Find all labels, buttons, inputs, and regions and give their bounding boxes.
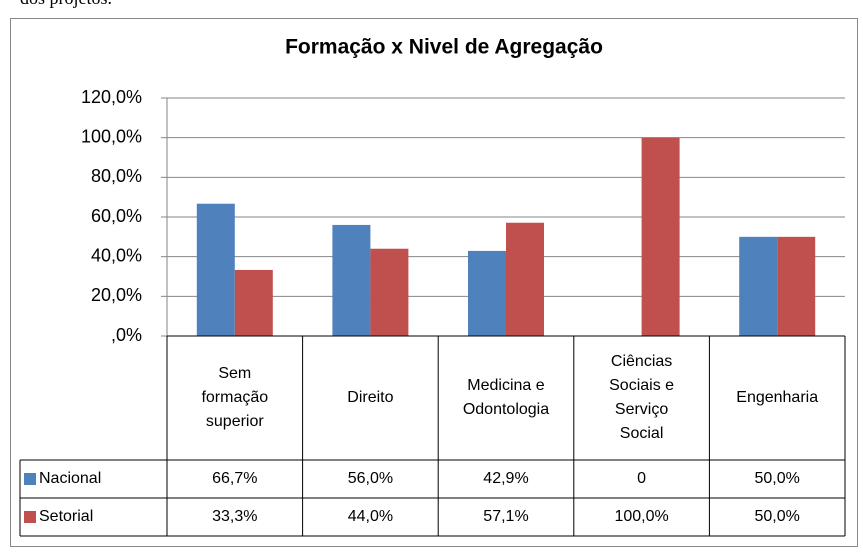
bar bbox=[234, 269, 273, 336]
bar bbox=[196, 203, 235, 336]
bar bbox=[468, 250, 506, 336]
bar bbox=[777, 236, 816, 336]
category-label: Engenharia bbox=[736, 389, 819, 406]
y-tick-label: 60,0% bbox=[91, 206, 142, 226]
table-value: 56,0% bbox=[347, 470, 394, 487]
chart-title: Formação x Nivel de Agregação bbox=[285, 36, 603, 59]
chart-border bbox=[10, 18, 858, 547]
legend-key bbox=[24, 511, 36, 523]
category-label: Medicina e Odontologia bbox=[462, 377, 550, 418]
table-value: 0 bbox=[637, 470, 647, 487]
table-value: 42,9% bbox=[483, 470, 529, 487]
category-label: Sem formação superior bbox=[201, 365, 269, 430]
bar bbox=[641, 137, 680, 336]
category-label: Ciências Sociais e Serviço Social bbox=[609, 353, 675, 442]
bar bbox=[506, 222, 544, 336]
table-value: 100,0% bbox=[614, 508, 669, 525]
y-tick-label: 100,0% bbox=[81, 126, 142, 146]
table-value: 57,1% bbox=[483, 508, 529, 525]
y-tick-label: 20,0% bbox=[91, 285, 142, 305]
text-fragment: dos projetos. bbox=[20, 0, 112, 9]
legend-key bbox=[24, 473, 36, 485]
table-value: 50,0% bbox=[754, 508, 800, 525]
y-tick-label: 80,0% bbox=[91, 166, 142, 186]
bar bbox=[332, 224, 371, 336]
legend-label: Setorial bbox=[39, 508, 93, 525]
table-value: 33,3% bbox=[212, 508, 258, 525]
table-value: 50,0% bbox=[754, 470, 800, 487]
table-value: 66,7% bbox=[212, 470, 258, 487]
category-label: Direito bbox=[347, 389, 394, 406]
bar bbox=[370, 248, 409, 336]
bar bbox=[739, 236, 778, 336]
y-tick-label: 40,0% bbox=[91, 245, 142, 265]
y-tick-label: 120,0% bbox=[81, 87, 142, 107]
legend-label: Nacional bbox=[39, 470, 101, 487]
table-value: 44,0% bbox=[347, 508, 394, 525]
y-tick-label: ,0% bbox=[111, 325, 142, 345]
